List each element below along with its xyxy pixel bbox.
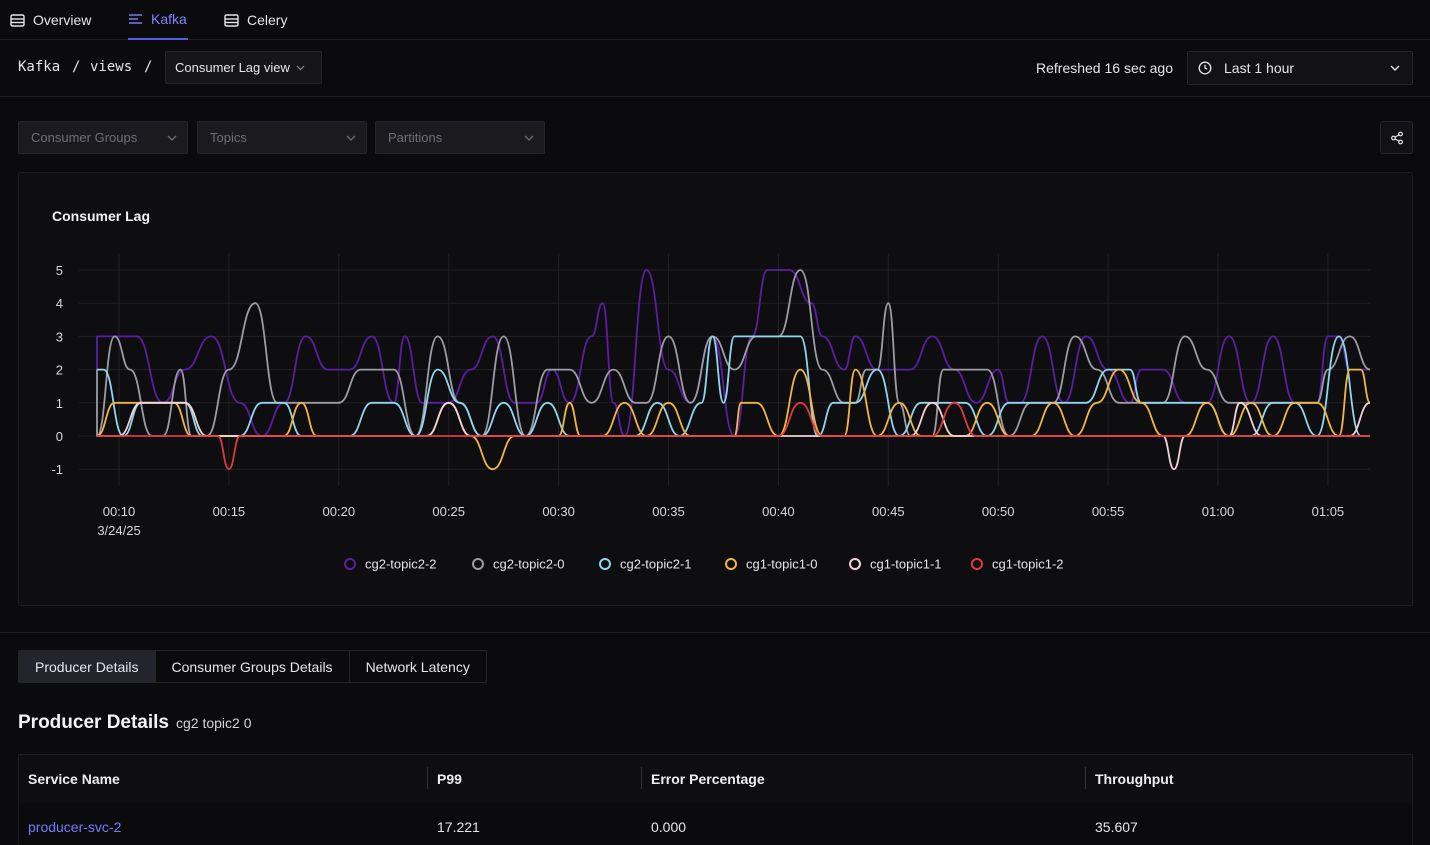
tab-consumer-groups-details[interactable]: Consumer Groups Details (156, 651, 350, 682)
table-icon (224, 13, 239, 27)
section-subtitle: cg2 topic2 0 (176, 715, 252, 731)
breadcrumb-separator: / (72, 59, 81, 75)
throughput-value: 35.607 (1095, 819, 1138, 835)
page-header: Kafka / views / Consumer Lag view Refres… (0, 41, 1430, 97)
topics-filter-placeholder: Topics (210, 130, 247, 145)
column-divider (427, 767, 428, 789)
column-header-service-name[interactable]: Service Name (28, 771, 120, 787)
view-select[interactable]: Consumer Lag view (165, 51, 322, 84)
tab-kafka-label: Kafka (151, 11, 187, 27)
chevron-down-icon (524, 135, 534, 141)
view-select-value: Consumer Lag view (175, 60, 290, 75)
clock-icon (1198, 61, 1212, 75)
table-header: Service Name P99 Error Percentage Throug… (19, 755, 1412, 803)
share-button[interactable] (1380, 121, 1413, 154)
chevron-down-icon (296, 65, 305, 70)
tab-overview[interactable]: Overview (10, 0, 91, 40)
section-title: Producer Details (18, 712, 169, 733)
service-name-link[interactable]: producer-svc-2 (28, 819, 122, 835)
refreshed-status: Refreshed 16 sec ago (1036, 60, 1173, 76)
breadcrumb-views[interactable]: views (90, 59, 133, 75)
table-row[interactable]: producer-svc-2 17.221 0.000 35.607 (19, 803, 1412, 845)
tab-celery[interactable]: Celery (224, 0, 287, 40)
consumer-lag-panel (18, 172, 1413, 606)
column-divider (1085, 767, 1086, 789)
top-nav: Overview Kafka Celery (0, 0, 1430, 40)
tab-overview-label: Overview (33, 12, 92, 28)
detail-tabs: Producer Details Consumer Groups Details… (18, 650, 487, 683)
topics-filter[interactable]: Topics (197, 121, 367, 154)
column-divider (641, 767, 642, 789)
partitions-filter-placeholder: Partitions (388, 130, 443, 145)
error-percentage-value: 0.000 (651, 819, 687, 835)
chevron-down-icon (167, 135, 177, 141)
list-icon (129, 14, 142, 24)
breadcrumb-separator: / (144, 59, 153, 75)
consumer-groups-filter[interactable]: Consumer Groups (18, 121, 188, 154)
tab-producer-details[interactable]: Producer Details (19, 651, 156, 682)
column-header-throughput[interactable]: Throughput (1095, 771, 1174, 787)
time-range-select[interactable]: Last 1 hour (1187, 51, 1413, 85)
breadcrumb-kafka[interactable]: Kafka (18, 59, 61, 75)
share-icon (1390, 131, 1403, 144)
partitions-filter[interactable]: Partitions (375, 121, 545, 154)
tab-celery-label: Celery (247, 12, 288, 28)
panel-title: Consumer Lag (52, 208, 151, 224)
chevron-down-icon (1390, 65, 1400, 71)
consumer-groups-filter-placeholder: Consumer Groups (31, 130, 138, 145)
section-divider (0, 632, 1430, 633)
chevron-down-icon (346, 135, 356, 141)
tab-kafka[interactable]: Kafka (128, 0, 188, 40)
p99-value: 17.221 (437, 819, 480, 835)
column-header-error-percentage[interactable]: Error Percentage (651, 771, 765, 787)
tab-network-latency[interactable]: Network Latency (365, 658, 470, 675)
column-header-p99[interactable]: P99 (437, 771, 462, 787)
time-range-value: Last 1 hour (1224, 60, 1295, 76)
table-icon (10, 13, 25, 27)
producer-details-table: Service Name P99 Error Percentage Throug… (18, 754, 1413, 845)
